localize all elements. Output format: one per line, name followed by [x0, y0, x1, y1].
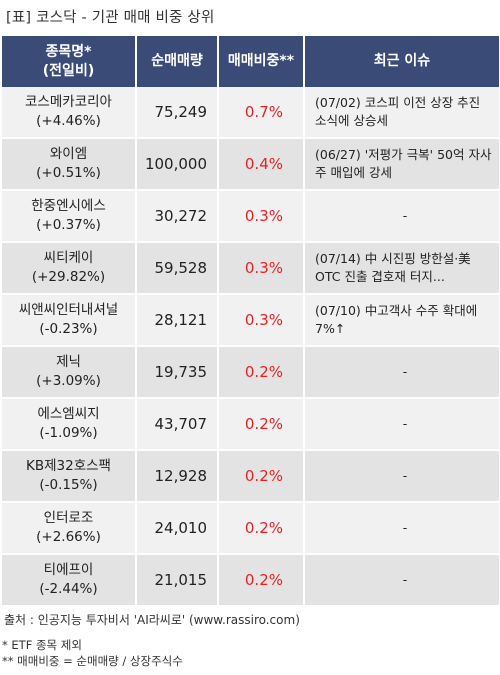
- table-row: 코스메카코리아 (+4.46%) 75,249 0.7% (07/02) 코스피 이전 …: [2, 87, 499, 139]
- stock-name: 씨앤씨인터내셔널: [18, 302, 119, 318]
- trade-ratio: 0.3%: [219, 295, 305, 347]
- net-volume: 21,015: [137, 555, 219, 607]
- trade-ratio: 0.3%: [219, 243, 305, 295]
- net-volume: 30,272: [137, 191, 219, 243]
- stock-change: (-1.09%): [39, 425, 98, 441]
- recent-issue: -: [402, 208, 408, 223]
- stock-name: 씨티케이: [43, 250, 94, 266]
- stock-cell: 제닉 (+3.09%): [2, 347, 137, 399]
- recent-issue-cell: (07/14) 中 시진핑 방한설·美OTC 진출 겹호재 터지...: [305, 243, 499, 295]
- net-volume: 28,121: [137, 295, 219, 347]
- stock-name: 티에프이: [43, 562, 94, 578]
- recent-issue: (07/14) 中 시진핑 방한설·美OTC 진출 겹호재 터지...: [315, 251, 471, 284]
- header-name-line2: (전일비): [42, 62, 95, 79]
- stock-cell: 티에프이 (-2.44%): [2, 555, 137, 607]
- recent-issue-cell: -: [305, 191, 499, 243]
- stock-change: (+3.09%): [36, 373, 101, 389]
- stock-change: (-2.44%): [39, 581, 98, 597]
- header-name-line1: 종목명*: [45, 43, 92, 60]
- recent-issue-cell: -: [305, 399, 499, 451]
- table-row: 씨앤씨인터내셔널 (-0.23%) 28,121 0.3% (07/10) 中고객사 수…: [2, 295, 499, 347]
- recent-issue: (07/02) 코스피 이전 상장 추진 소식에 상승세: [315, 95, 481, 128]
- page-title: [표] 코스닥 - 기관 매매 비중 상위: [6, 10, 215, 26]
- stock-name: 제닉: [56, 354, 81, 370]
- source-note: 출처 : 인공지능 투자비서 'AI라씨로' (www.rassiro.com): [4, 613, 300, 627]
- stock-cell: KB제32호스팩 (-0.15%): [2, 451, 137, 503]
- table-row: 와이엠 (+0.51%) 100,000 0.4% (06/27) '저평가 극복' 5…: [2, 139, 499, 191]
- trade-ratio: 0.2%: [219, 555, 305, 607]
- stock-change: (+0.51%): [36, 165, 101, 181]
- trade-ratio: 0.2%: [219, 503, 305, 555]
- stock-cell: 와이엠 (+0.51%): [2, 139, 137, 191]
- recent-issue-cell: (07/02) 코스피 이전 상장 추진 소식에 상승세: [305, 87, 499, 139]
- table-row: 에스엠씨지 (-1.09%) 43,707 0.2% -: [2, 399, 499, 451]
- stock-cell: 인터로조 (+2.66%): [2, 503, 137, 555]
- stock-change: (+4.46%): [36, 113, 101, 129]
- recent-issue-cell: -: [305, 451, 499, 503]
- stock-change: (+0.37%): [36, 217, 101, 233]
- recent-issue: -: [402, 520, 408, 535]
- stock-name: KB제32호스팩: [26, 458, 111, 474]
- stock-change: (-0.23%): [39, 321, 98, 337]
- header-issue: 최근 이슈: [305, 36, 499, 87]
- stock-name: 한중엔시에스: [31, 198, 106, 214]
- table-row: 한중엔시에스 (+0.37%) 30,272 0.3% -: [2, 191, 499, 243]
- net-volume: 43,707: [137, 399, 219, 451]
- table-header-row: 종목명* (전일비) 순매매량 매매비중** 최근 이슈: [2, 36, 499, 87]
- stock-cell: 한중엔시에스 (+0.37%): [2, 191, 137, 243]
- trade-ratio: 0.4%: [219, 139, 305, 191]
- table-row: 씨티케이 (+29.82%) 59,528 0.3% (07/14) 中 시진핑 방한설…: [2, 243, 499, 295]
- footnote-etf: * ETF 종목 제외: [2, 638, 82, 652]
- stock-cell: 씨앤씨인터내셔널 (-0.23%): [2, 295, 137, 347]
- net-volume: 12,928: [137, 451, 219, 503]
- table-row: 티에프이 (-2.44%) 21,015 0.2% -: [2, 555, 499, 607]
- stock-name: 코스메카코리아: [25, 94, 112, 110]
- net-volume: 59,528: [137, 243, 219, 295]
- trade-ratio: 0.2%: [219, 347, 305, 399]
- recent-issue: -: [402, 468, 408, 483]
- stock-cell: 에스엠씨지 (-1.09%): [2, 399, 137, 451]
- recent-issue: (07/10) 中고객사 수주 확대에 7%↑: [315, 303, 478, 336]
- trade-ratio: 0.7%: [219, 87, 305, 139]
- table-row: KB제32호스팩 (-0.15%) 12,928 0.2% -: [2, 451, 499, 503]
- header-name: 종목명* (전일비): [2, 36, 137, 87]
- recent-issue-cell: (07/10) 中고객사 수주 확대에 7%↑: [305, 295, 499, 347]
- stock-change: (+29.82%): [31, 269, 106, 285]
- net-volume: 75,249: [137, 87, 219, 139]
- stock-cell: 씨티케이 (+29.82%): [2, 243, 137, 295]
- recent-issue-cell: -: [305, 555, 499, 607]
- table-row: 인터로조 (+2.66%) 24,010 0.2% -: [2, 503, 499, 555]
- net-volume: 19,735: [137, 347, 219, 399]
- trade-ratio: 0.2%: [219, 399, 305, 451]
- trade-ratio: 0.2%: [219, 451, 305, 503]
- stock-name: 에스엠씨지: [37, 406, 100, 422]
- header-volume: 순매매량: [137, 36, 219, 87]
- institution-trading-table: 종목명* (전일비) 순매매량 매매비중** 최근 이슈 코스메카코리아 (+4.…: [2, 36, 499, 607]
- recent-issue: -: [402, 364, 408, 379]
- recent-issue-cell: (06/27) '저평가 극복' 50억 자사주 매입에 강세: [305, 139, 499, 191]
- net-volume: 24,010: [137, 503, 219, 555]
- header-ratio: 매매비중**: [219, 36, 305, 87]
- recent-issue: -: [402, 416, 408, 431]
- stock-cell: 코스메카코리아 (+4.46%): [2, 87, 137, 139]
- recent-issue: -: [402, 572, 408, 587]
- stock-change: (+2.66%): [36, 529, 101, 545]
- footnote-ratio: ** 매매비중 = 순매매량 / 상장주식수: [2, 654, 183, 668]
- net-volume: 100,000: [137, 139, 219, 191]
- table-row: 제닉 (+3.09%) 19,735 0.2% -: [2, 347, 499, 399]
- trade-ratio: 0.3%: [219, 191, 305, 243]
- stock-name: 와이엠: [49, 146, 88, 162]
- stock-change: (-0.15%): [39, 477, 98, 493]
- recent-issue-cell: -: [305, 347, 499, 399]
- recent-issue: (06/27) '저평가 극복' 50억 자사주 매입에 강세: [315, 147, 492, 180]
- recent-issue-cell: -: [305, 503, 499, 555]
- stock-name: 인터로조: [43, 510, 94, 526]
